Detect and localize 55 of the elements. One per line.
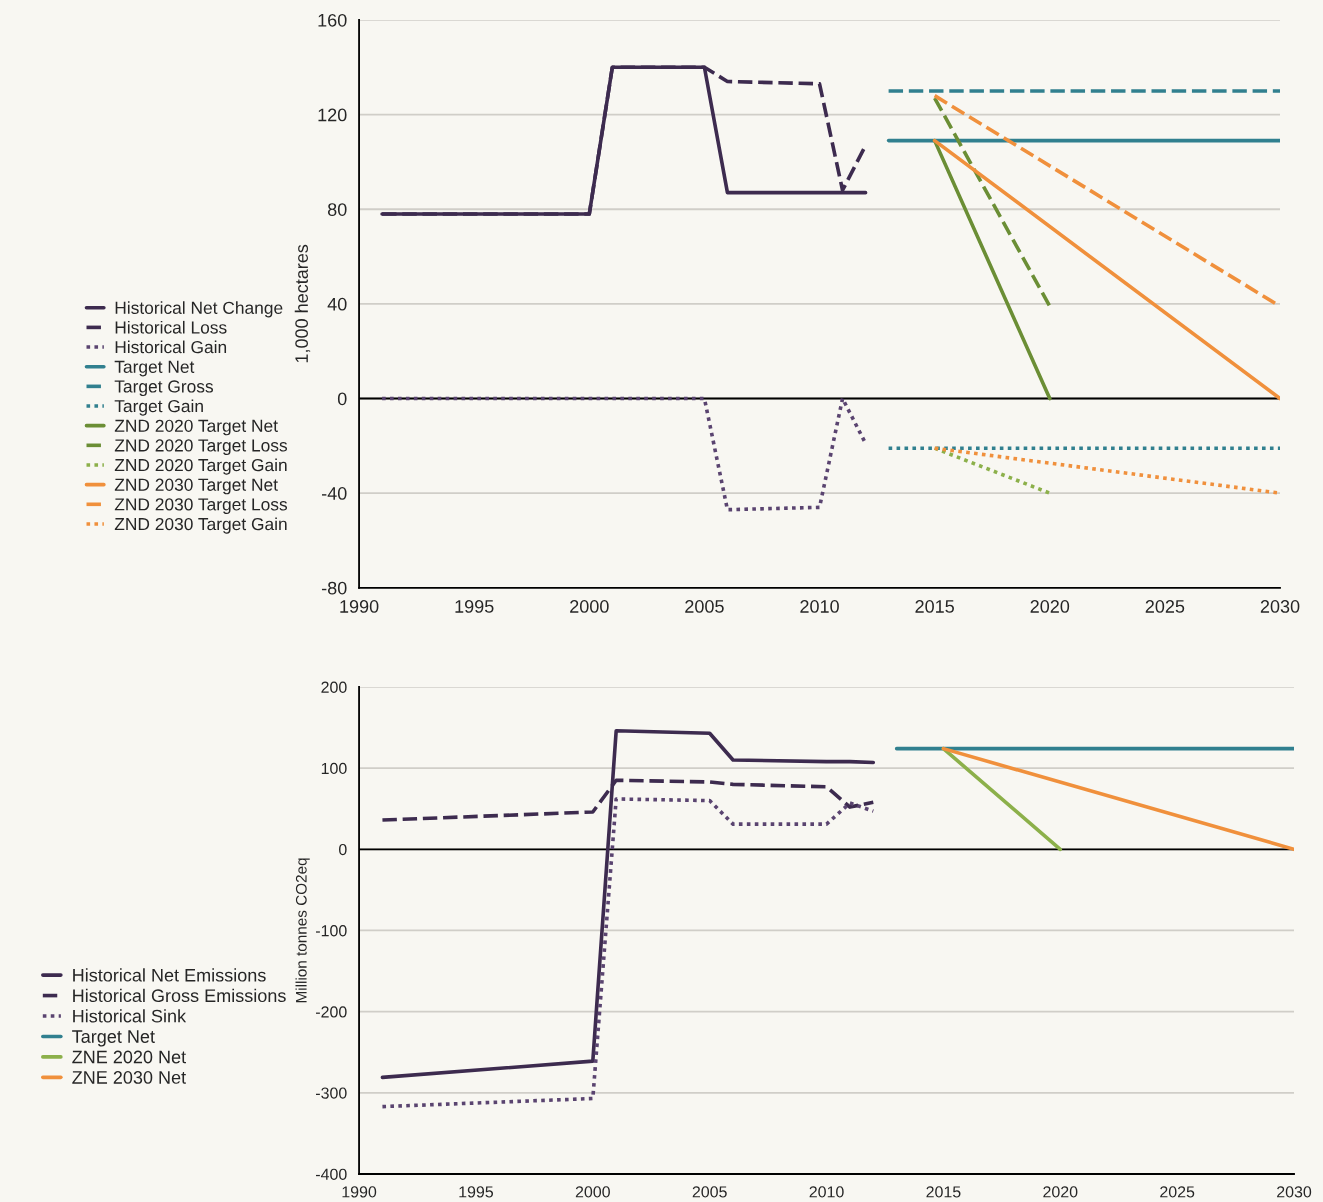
legend-label: Target Net <box>114 360 195 377</box>
y-tick-label: -400 <box>316 1168 347 1180</box>
x-tick-label: 1990 <box>342 1186 377 1198</box>
legend-label: ZND 2030 Target Loss <box>114 498 288 514</box>
x-tick-label: 2015 <box>915 600 954 613</box>
legend-label: Historical Net Change <box>115 301 283 318</box>
y-tick-label: -200 <box>316 1006 347 1018</box>
line-series <box>380 728 876 1080</box>
y-tick-label: -100 <box>316 925 347 937</box>
x-tick-label: 2000 <box>575 1186 610 1198</box>
y-tick-label: 120 <box>318 108 347 122</box>
line-series <box>380 396 868 512</box>
x-tick-label: 2020 <box>1043 1186 1078 1198</box>
x-tick-label: 2025 <box>1145 600 1185 613</box>
y-axis-title: 1,000 hectares <box>294 244 311 363</box>
x-tick-label: 2025 <box>1160 1186 1195 1198</box>
legend-label: Target Net <box>72 1030 155 1047</box>
x-tick-label: 1995 <box>459 1186 494 1198</box>
y-tick-label: -300 <box>316 1087 347 1099</box>
legend-label: Historical Net Emissions <box>73 968 266 982</box>
legend-label: ZND 2020 Target Gain <box>114 458 287 475</box>
legend-label: Target Gain <box>114 399 203 416</box>
y-tick-label: 80 <box>327 203 347 216</box>
y-axis-title: Million tonnes CO2eq <box>295 858 310 1003</box>
x-tick-label: 2030 <box>1260 600 1300 613</box>
x-tick-label: 2030 <box>1277 1186 1312 1198</box>
line-series <box>380 797 876 1109</box>
legend-label: ZND 2030 Target Gain <box>114 517 287 534</box>
legend-label: ZND 2020 Target Loss <box>114 439 288 456</box>
y-tick-label: -40 <box>321 487 347 500</box>
legend-label: Historical Gain <box>115 340 227 354</box>
legend-label: ZNE 2030 Net <box>72 1071 186 1084</box>
y-tick-label: 40 <box>327 297 347 311</box>
legend-label: ZND 2020 Target Net <box>114 419 278 436</box>
x-tick-label: 2020 <box>1030 600 1070 613</box>
x-tick-label: 2015 <box>926 1186 961 1198</box>
x-tick-label: 2010 <box>809 1186 844 1198</box>
legend-label: ZND 2030 Target Net <box>114 478 278 495</box>
x-tick-label: 1990 <box>340 600 379 613</box>
legend-label: ZNE 2020 Net <box>72 1050 186 1064</box>
legend-label: Historical Sink <box>73 1009 187 1023</box>
x-tick-label: 2000 <box>570 600 609 613</box>
y-tick-label: 200 <box>321 681 347 693</box>
x-tick-label: 2005 <box>685 600 724 613</box>
y-tick-label: 0 <box>339 843 347 856</box>
x-tick-label: 2005 <box>692 1186 727 1198</box>
legend-label: Target Gross <box>114 380 214 397</box>
y-tick-label: 0 <box>337 392 347 406</box>
legend-label: Historical Loss <box>115 320 227 334</box>
x-tick-label: 2010 <box>800 600 839 613</box>
x-tick-label: 1995 <box>455 600 494 613</box>
y-tick-label: -80 <box>321 581 347 595</box>
y-tick-label: 160 <box>318 13 347 27</box>
legend-label: Historical Gross Emissions <box>73 988 286 1003</box>
y-tick-label: 100 <box>321 762 347 775</box>
